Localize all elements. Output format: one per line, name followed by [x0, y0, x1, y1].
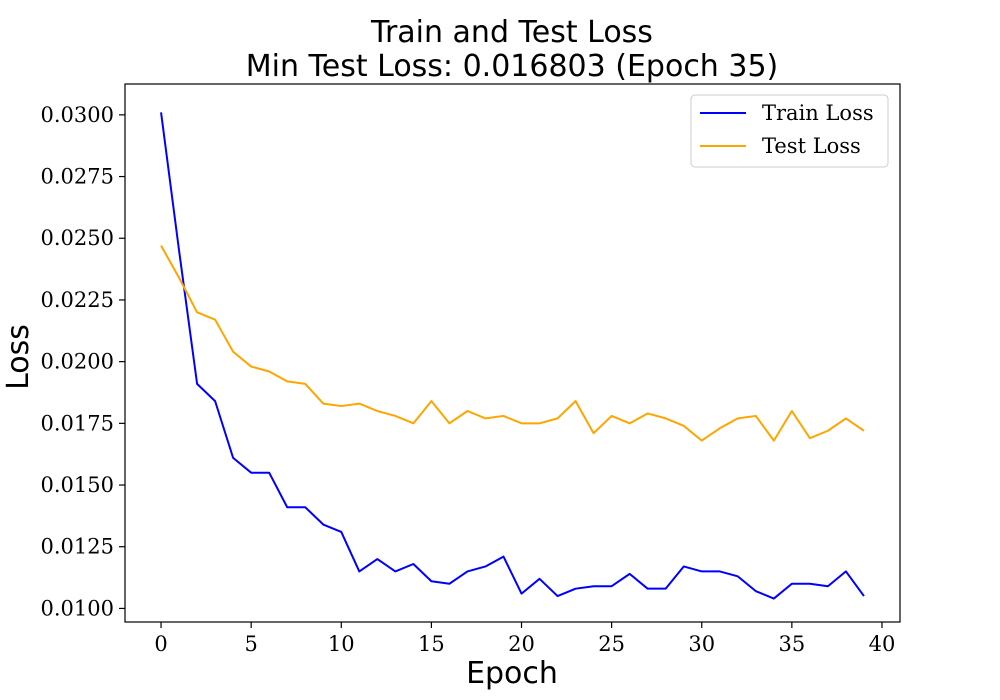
- series-layer: [160, 112, 865, 600]
- y-axis-ticks: 0.0100 0.0125 0.0150 0.0175 0.0200 0.0225 0.02…: [41, 103, 125, 620]
- y-tick-label: 0.0150: [41, 473, 114, 497]
- y-tick-label: 0.0100: [41, 596, 114, 620]
- x-tick-label: 10: [328, 632, 355, 656]
- y-tick-label: 0.0225: [41, 288, 114, 312]
- y-tick-label: 0.0200: [41, 350, 114, 374]
- x-tick-label: 30: [688, 632, 715, 656]
- x-tick-label: 0: [154, 632, 167, 656]
- y-tick-label: 0.0275: [41, 165, 114, 189]
- chart-subtitle: Min Test Loss: 0.016803 (Epoch 35): [246, 49, 779, 84]
- chart-title: Train and Test Loss: [370, 15, 653, 50]
- y-tick-label: 0.0250: [41, 226, 114, 250]
- y-tick-label: 0.0175: [41, 411, 114, 435]
- x-tick-label: 40: [869, 632, 896, 656]
- x-tick-label: 5: [244, 632, 257, 656]
- x-tick-label: 25: [598, 632, 625, 656]
- y-tick-label: 0.0125: [41, 535, 114, 559]
- test-loss-line: [160, 245, 865, 442]
- plot-area-frame: [124, 83, 901, 623]
- x-axis-label: Epoch: [466, 656, 558, 691]
- y-axis-label: Loss: [1, 324, 36, 390]
- x-tick-label: 20: [508, 632, 535, 656]
- x-axis-ticks: 0 5 10 15 20 25 30 35 40: [154, 622, 895, 656]
- legend: Train Loss Test Loss: [690, 94, 889, 168]
- legend-label-train: Train Loss: [762, 101, 874, 125]
- y-tick-label: 0.0300: [41, 103, 114, 127]
- train-loss-line: [160, 112, 865, 600]
- x-tick-label: 35: [778, 632, 805, 656]
- chart-title-group: Train and Test Loss Min Test Loss: 0.016…: [246, 15, 779, 84]
- legend-label-test: Test Loss: [762, 134, 861, 158]
- x-tick-label: 15: [418, 632, 445, 656]
